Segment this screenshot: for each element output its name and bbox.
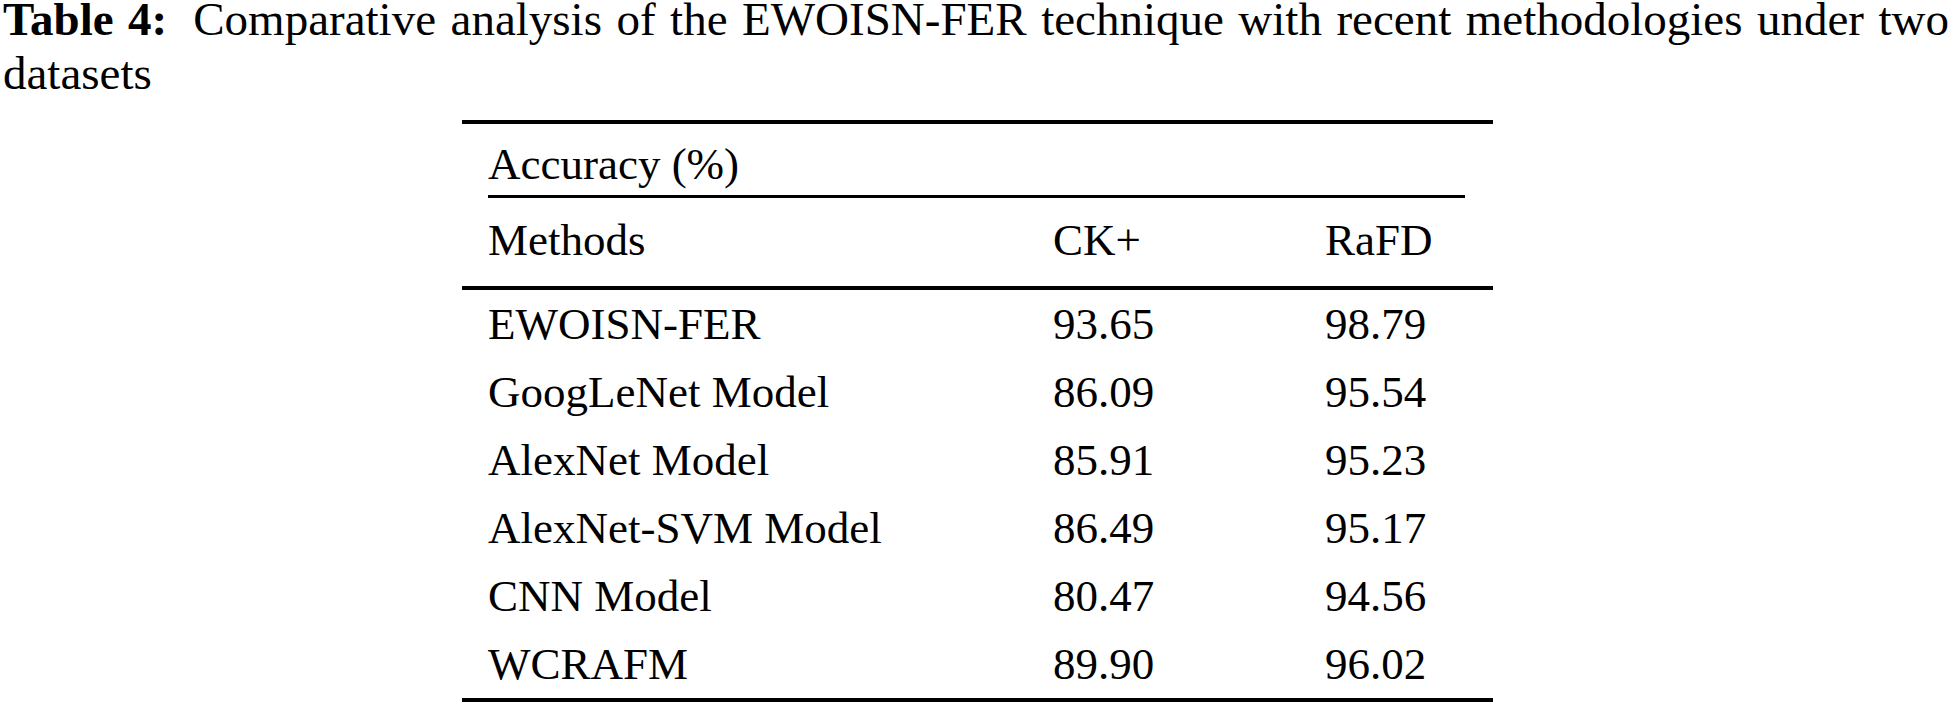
column-header-ck: CK+: [1053, 214, 1325, 286]
method-cell: WCRAFM: [488, 638, 1053, 690]
column-header-methods: Methods: [488, 214, 1053, 286]
table-group-header-accuracy: Accuracy (%): [462, 124, 1493, 195]
rafd-value-cell: 98.79: [1325, 298, 1493, 350]
table-header-row: Methods CK+ RaFD: [462, 198, 1493, 286]
column-header-rafd: RaFD: [1325, 214, 1493, 286]
table-row: AlexNet Model 85.91 95.23: [462, 426, 1493, 494]
ck-value-cell: 93.65: [1053, 298, 1325, 350]
ck-value-cell: 86.49: [1053, 502, 1325, 554]
ck-value-cell: 80.47: [1053, 570, 1325, 622]
method-cell: AlexNet Model: [488, 434, 1053, 486]
method-cell: CNN Model: [488, 570, 1053, 622]
rafd-value-cell: 95.23: [1325, 434, 1493, 486]
table-row: CNN Model 80.47 94.56: [462, 562, 1493, 630]
table-row: EWOISN-FER 93.65 98.79: [462, 290, 1493, 358]
table-caption-label: Table 4:: [3, 0, 167, 45]
table-row: WCRAFM 89.90 96.02: [462, 630, 1493, 698]
ck-value-cell: 89.90: [1053, 638, 1325, 690]
table-bottom-rule: [462, 698, 1493, 702]
method-cell: AlexNet-SVM Model: [488, 502, 1053, 554]
rafd-value-cell: 96.02: [1325, 638, 1493, 690]
table-row: GoogLeNet Model 86.09 95.54: [462, 358, 1493, 426]
method-cell: EWOISN-FER: [488, 298, 1053, 350]
table-caption-text: Comparative analysis of the EWOISN-FER t…: [3, 0, 1949, 99]
ck-value-cell: 85.91: [1053, 434, 1325, 486]
method-cell: GoogLeNet Model: [488, 366, 1053, 418]
rafd-value-cell: 95.54: [1325, 366, 1493, 418]
rafd-value-cell: 94.56: [1325, 570, 1493, 622]
rafd-value-cell: 95.17: [1325, 502, 1493, 554]
ck-value-cell: 86.09: [1053, 366, 1325, 418]
table-caption: Table 4:Comparative analysis of the EWOI…: [3, 0, 1949, 100]
comparison-table: Accuracy (%) Methods CK+ RaFD EWOISN-FER…: [462, 120, 1493, 702]
table-row: AlexNet-SVM Model 86.49 95.17: [462, 494, 1493, 562]
table-body: EWOISN-FER 93.65 98.79 GoogLeNet Model 8…: [462, 290, 1493, 698]
